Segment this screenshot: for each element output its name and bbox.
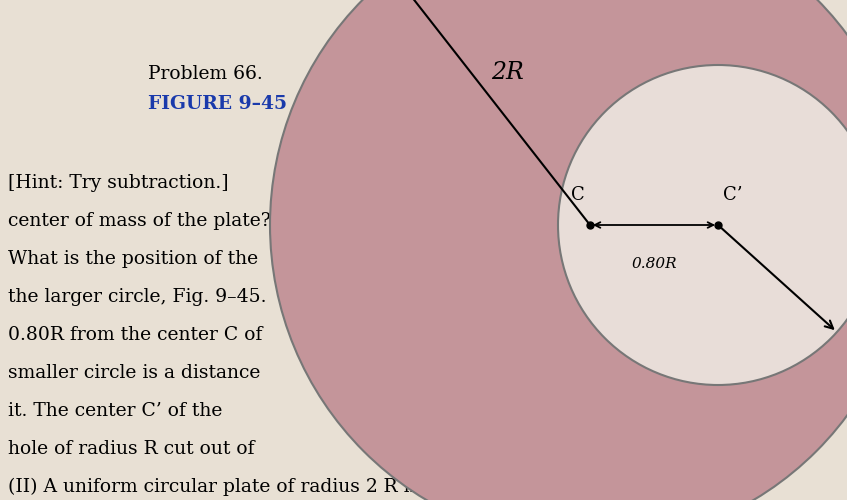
- Text: 0.80R from the center C of: 0.80R from the center C of: [8, 326, 263, 344]
- Text: Problem 66.: Problem 66.: [148, 65, 263, 83]
- Text: [Hint: Try subtraction.]: [Hint: Try subtraction.]: [8, 174, 229, 192]
- Text: hole of radius R cut out of: hole of radius R cut out of: [8, 440, 254, 458]
- Text: (II) A uniform circular plate of radius 2  R has a circular: (II) A uniform circular plate of radius …: [8, 478, 533, 496]
- Text: the larger circle, Fig. 9–45.: the larger circle, Fig. 9–45.: [8, 288, 267, 306]
- Text: 0.80R: 0.80R: [631, 257, 677, 271]
- Circle shape: [270, 0, 847, 500]
- Text: C: C: [572, 186, 585, 204]
- Text: center of mass of the plate?: center of mass of the plate?: [8, 212, 271, 230]
- Text: What is the position of the: What is the position of the: [8, 250, 258, 268]
- Text: 2R: 2R: [491, 60, 523, 84]
- Circle shape: [558, 65, 847, 385]
- Text: C’: C’: [722, 186, 743, 204]
- Text: it. The center C’ of the: it. The center C’ of the: [8, 402, 223, 420]
- Text: FIGURE 9–45: FIGURE 9–45: [148, 95, 287, 113]
- Text: smaller circle is a distance: smaller circle is a distance: [8, 364, 260, 382]
